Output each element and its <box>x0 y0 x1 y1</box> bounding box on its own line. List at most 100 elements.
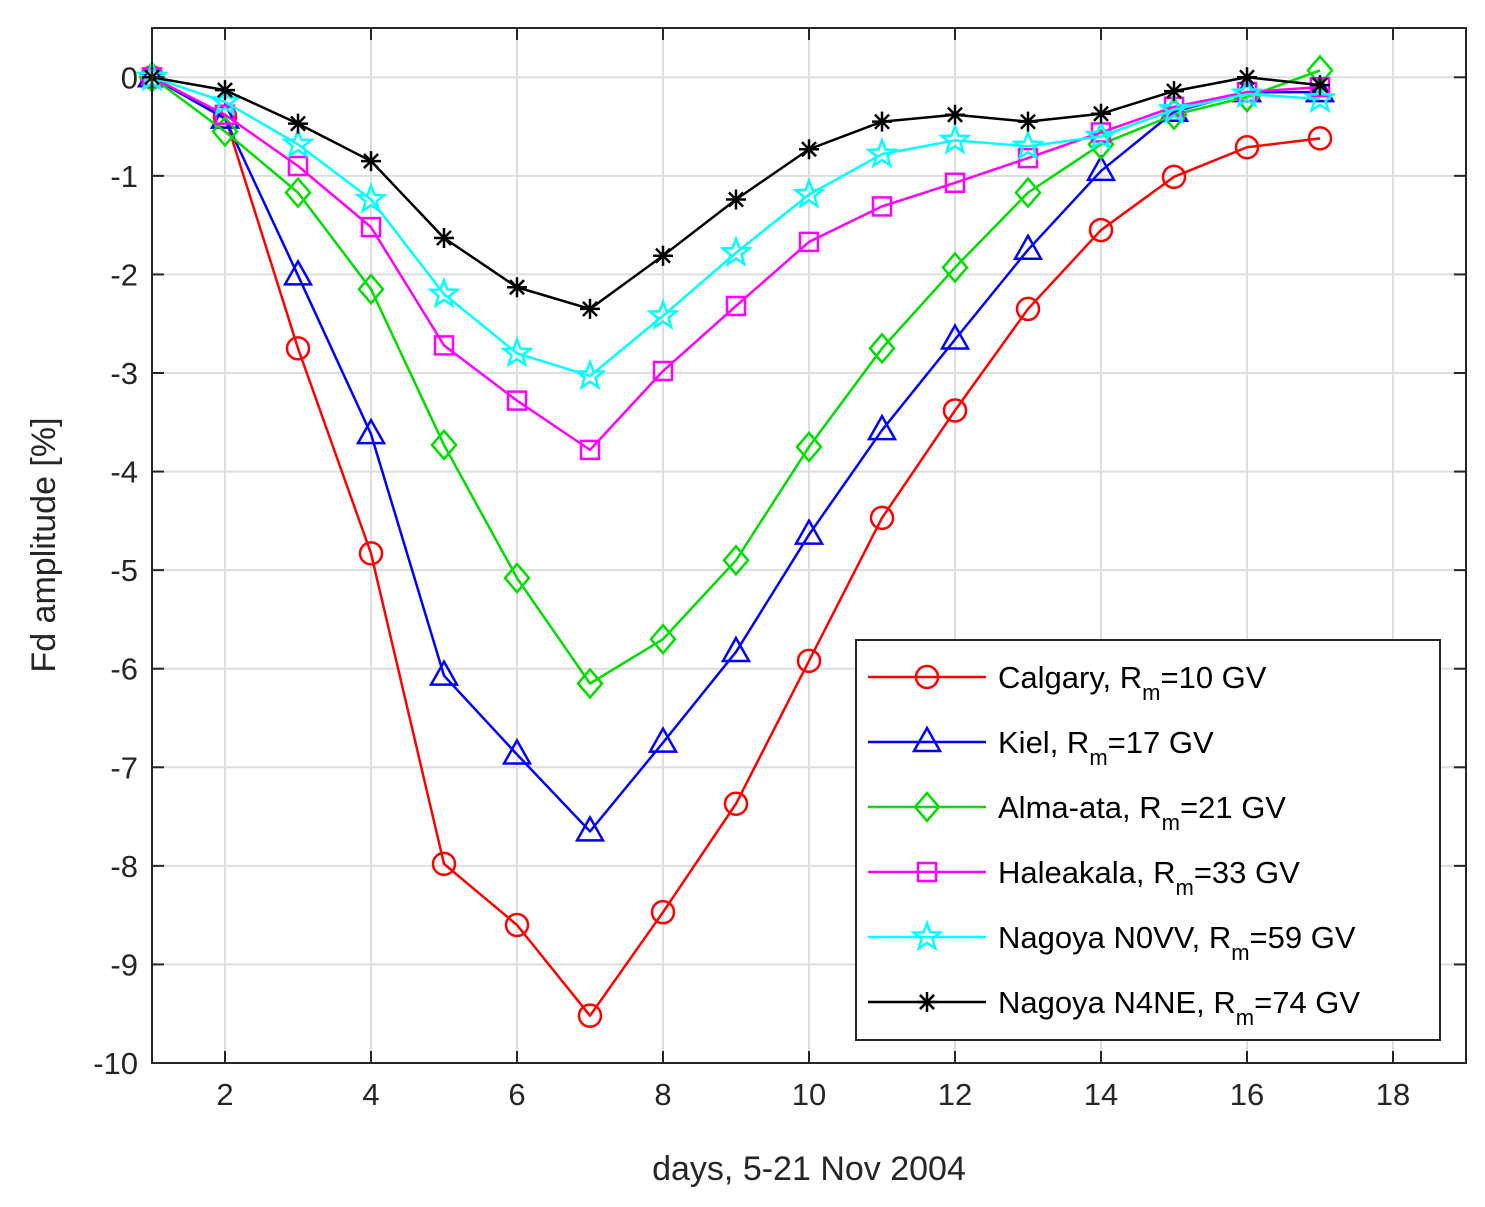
data-point <box>580 298 600 319</box>
legend-label: Nagoya N0VV, Rm=59 GV <box>998 920 1356 965</box>
legend-item: Calgary, Rm=10 GV <box>868 660 1267 705</box>
y-axis-label: Fd amplitude [%] <box>25 417 63 672</box>
y-tick-label: -9 <box>110 947 138 982</box>
data-point <box>501 737 533 765</box>
data-point <box>576 667 604 700</box>
data-point <box>1018 111 1038 132</box>
series-nagoya-n0vv <box>135 59 1337 391</box>
y-tick-label: -2 <box>110 257 138 292</box>
legend-item: Alma-ata, Rm=21 GV <box>868 790 1286 835</box>
y-tick-label: -4 <box>110 455 138 490</box>
y-tick-label: -8 <box>110 849 138 884</box>
data-point <box>284 176 312 209</box>
data-point <box>1085 154 1117 182</box>
y-tick-label: -1 <box>110 159 138 194</box>
series-line <box>151 76 1321 378</box>
legend-item: Haleakala, Rm=33 GV <box>868 855 1300 900</box>
data-point <box>428 659 460 686</box>
data-point <box>354 181 388 214</box>
legend-rigidity: =74 GV <box>1254 985 1360 1020</box>
data-point <box>579 439 601 461</box>
data-point <box>865 136 899 169</box>
data-point <box>504 912 530 938</box>
data-point <box>1091 103 1111 124</box>
legend-item: Kiel, Rm=17 GV <box>868 725 1214 770</box>
data-point <box>719 235 753 268</box>
x-tick-label: 4 <box>362 1077 379 1112</box>
y-tick-label: -5 <box>110 553 138 588</box>
data-point <box>944 172 966 194</box>
data-point <box>647 726 679 753</box>
legend-rigidity: =21 GV <box>1180 790 1286 825</box>
x-tick-label: 18 <box>1376 1077 1410 1112</box>
legend-subscript: m <box>1142 680 1160 705</box>
data-point <box>433 335 455 356</box>
data-point <box>430 429 458 461</box>
data-point <box>208 84 242 117</box>
legend-subscript: m <box>1231 940 1249 965</box>
data-point <box>939 322 971 350</box>
series-line <box>151 69 1321 685</box>
legend-box <box>855 639 1441 1041</box>
data-point <box>1084 118 1118 151</box>
series-calgary <box>139 65 1333 1028</box>
data-point <box>795 431 823 463</box>
legend-station-name: Calgary, R <box>998 660 1142 695</box>
data-point <box>942 398 968 423</box>
data-point <box>361 151 381 172</box>
legend-label: Calgary, Rm=10 GV <box>998 660 1267 705</box>
data-point <box>500 335 534 368</box>
data-point <box>649 623 677 656</box>
data-point <box>911 725 943 753</box>
data-point <box>1234 135 1260 160</box>
legend-label: Nagoya N4NE, Rm=74 GV <box>998 985 1360 1030</box>
data-point <box>1088 217 1114 243</box>
data-point <box>1011 128 1045 161</box>
data-point <box>646 298 680 331</box>
x-tick-label: 16 <box>1230 1077 1264 1112</box>
series-layer <box>135 54 1337 1028</box>
data-point <box>503 562 531 594</box>
data-point <box>211 115 239 148</box>
legend-label: Alma-ata, Rm=21 GV <box>998 790 1286 835</box>
legend-station-name: Kiel, R <box>998 725 1089 760</box>
legend-rigidity: =17 GV <box>1108 725 1214 760</box>
legend-item: Nagoya N0VV, Rm=59 GV <box>868 919 1356 965</box>
data-point <box>722 544 750 577</box>
data-point <box>792 176 826 209</box>
y-tick-label: -6 <box>110 652 138 687</box>
data-point <box>650 899 676 925</box>
data-point <box>1164 81 1184 102</box>
y-tick-label: -3 <box>110 356 138 391</box>
data-point <box>1012 233 1044 261</box>
y-tick-label: 0 <box>121 60 138 95</box>
series-line <box>151 76 1320 833</box>
legend-label: Kiel, Rm=17 GV <box>998 725 1214 770</box>
x-tick-label: 14 <box>1084 1077 1118 1112</box>
legend-rigidity: =59 GV <box>1250 920 1356 955</box>
y-tick-label: -7 <box>110 750 138 785</box>
data-point <box>431 851 457 877</box>
data-point <box>209 102 241 129</box>
data-point <box>1303 81 1337 114</box>
data-point <box>507 277 527 298</box>
data-point <box>871 196 893 217</box>
legend-subscript: m <box>1089 745 1107 770</box>
data-point <box>281 126 315 159</box>
data-point <box>914 664 940 690</box>
x-tick-label: 10 <box>792 1077 826 1112</box>
data-point <box>793 518 825 545</box>
data-point <box>288 113 308 134</box>
data-point <box>1157 92 1191 125</box>
legend-station-name: Alma-ata, R <box>998 790 1162 825</box>
data-point <box>287 155 309 177</box>
data-point <box>1014 176 1042 209</box>
data-point <box>574 814 606 842</box>
data-point <box>869 505 895 531</box>
data-point <box>945 104 965 125</box>
legend-rigidity: =33 GV <box>1194 855 1300 890</box>
data-point <box>720 635 752 663</box>
x-tick-label: 12 <box>938 1077 972 1112</box>
data-point <box>798 231 820 253</box>
